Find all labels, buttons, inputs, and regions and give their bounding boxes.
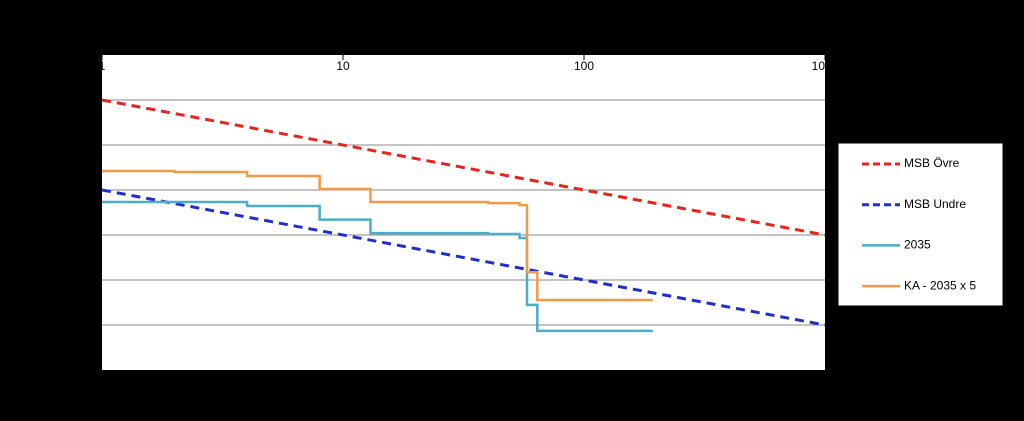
plot-area <box>102 55 825 370</box>
series-line <box>101 98 826 237</box>
series-line <box>101 188 826 327</box>
x-tick-label: 100 <box>574 59 594 73</box>
legend-label: KA - 2035 x 5 <box>904 278 976 292</box>
series-line <box>102 200 653 333</box>
x-tick-label: 1000 <box>812 59 839 73</box>
legend-label: MSB Undre <box>904 197 966 211</box>
legend-label: 2035 <box>904 238 931 252</box>
legend-label: MSB Övre <box>904 156 960 170</box>
series-line <box>102 169 653 302</box>
x-tick-label: 1 <box>99 59 106 73</box>
x-tick-label: 10 <box>336 59 350 73</box>
legend <box>837 142 1004 307</box>
